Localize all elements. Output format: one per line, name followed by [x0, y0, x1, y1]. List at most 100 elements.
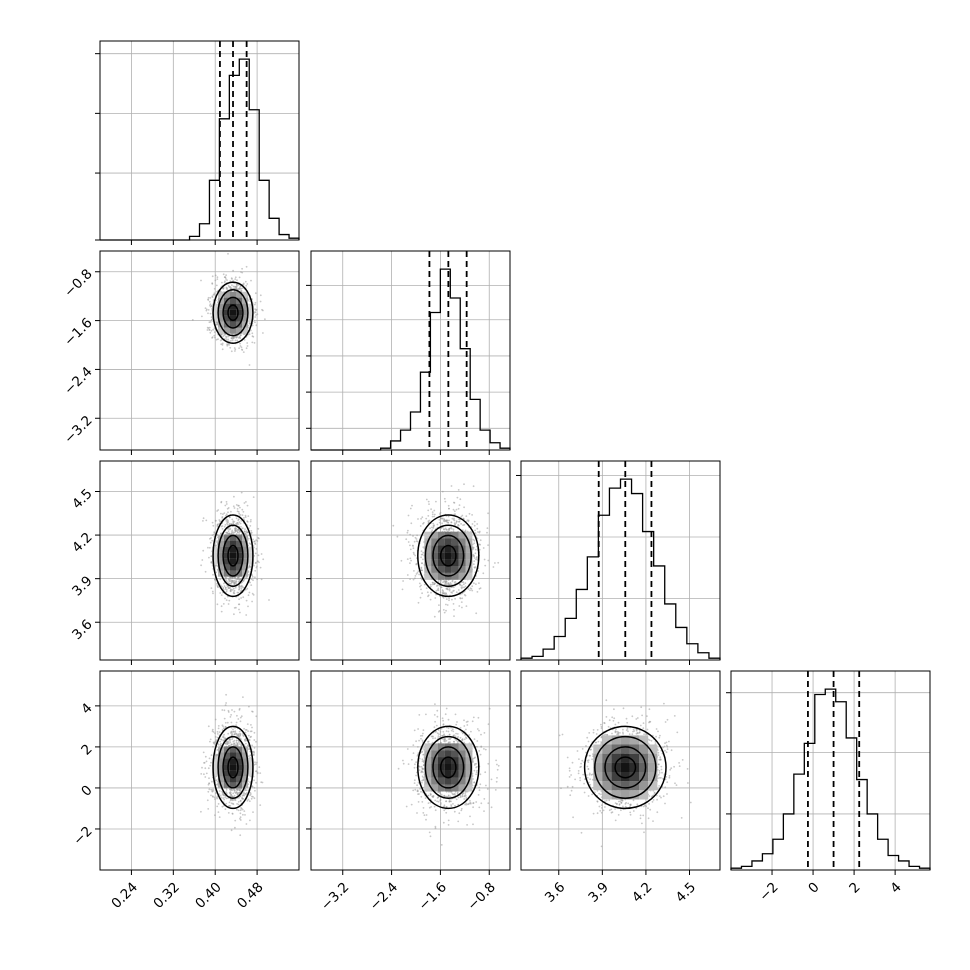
sample-point: [444, 583, 446, 586]
sample-point: [216, 540, 219, 542]
contour-line: [212, 281, 254, 344]
sample-point: [239, 578, 242, 581]
sample-point: [248, 705, 250, 708]
sample-point: [191, 319, 194, 321]
sample-point: [217, 338, 219, 340]
sample-point: [221, 516, 224, 519]
sample-point: [446, 519, 449, 522]
sample-point: [416, 540, 419, 543]
sample-point: [252, 564, 255, 567]
sample-point: [427, 515, 430, 517]
sample-point: [237, 284, 240, 286]
density-cell: [218, 291, 224, 298]
sample-point: [200, 564, 203, 567]
density-cell: [248, 303, 254, 310]
sample-point: [241, 349, 244, 351]
sample-point: [218, 731, 221, 733]
sample-point: [431, 515, 434, 518]
sample-point: [420, 566, 423, 569]
sample-point: [461, 581, 464, 583]
sample-point: [216, 525, 219, 528]
sample-point: [476, 527, 479, 530]
sample-point: [413, 570, 415, 572]
density-cell: [230, 564, 236, 571]
sample-point: [237, 576, 240, 579]
sample-point: [226, 279, 228, 281]
sample-point: [467, 588, 470, 590]
sample-point: [209, 541, 212, 544]
sample-point: [497, 561, 500, 564]
density-cell: [230, 297, 236, 304]
density-cell: [438, 531, 445, 539]
density-cell: [224, 552, 230, 559]
sample-point: [473, 554, 475, 557]
sample-point: [211, 295, 214, 298]
sample-point: [219, 578, 222, 581]
sample-point: [248, 542, 251, 545]
sample-point: [212, 294, 215, 296]
sample-point: [217, 509, 220, 511]
sample-point: [236, 714, 238, 717]
sample-point: [220, 512, 222, 515]
sample-point: [233, 495, 235, 498]
sample-point: [240, 807, 242, 809]
sample-point: [460, 586, 463, 589]
density-cell: [236, 546, 242, 553]
density-cell: [242, 540, 248, 547]
density-cell: [242, 303, 248, 310]
sample-point: [422, 551, 425, 554]
sample-point: [225, 335, 227, 338]
sample-point: [441, 522, 443, 525]
sample-point: [223, 525, 226, 528]
sample-point: [250, 530, 253, 532]
sample-point: [262, 332, 264, 334]
sample-point: [212, 573, 214, 576]
sample-point: [226, 507, 229, 510]
sample-point: [450, 526, 452, 529]
sample-point: [236, 279, 238, 282]
sample-point: [452, 603, 455, 605]
sample-point: [494, 562, 496, 564]
sample-point: [474, 532, 477, 535]
sample-point: [241, 581, 244, 584]
sample-point: [244, 532, 247, 534]
panel-frame: [730, 670, 931, 871]
sample-point: [224, 338, 226, 340]
sample-point: [242, 351, 245, 353]
sample-point: [243, 810, 246, 812]
sample-point: [212, 524, 215, 527]
sample-point: [250, 329, 252, 332]
sample-point: [452, 508, 455, 511]
sample-point: [256, 565, 258, 568]
sample-point: [239, 816, 242, 819]
sample-point: [217, 725, 220, 727]
sample-point: [208, 300, 211, 303]
panel-background: [100, 251, 299, 450]
sample-point: [421, 569, 423, 572]
sample-point: [469, 589, 471, 592]
density-cell: [438, 572, 445, 580]
sample-point: [254, 543, 257, 545]
sample-point: [225, 278, 227, 280]
sample-point: [238, 743, 241, 745]
sample-point: [451, 580, 454, 583]
sample-point: [474, 548, 477, 551]
sample-point: [479, 539, 482, 542]
sample-point: [245, 530, 248, 532]
sample-point: [474, 552, 477, 555]
sample-point: [231, 738, 234, 741]
sample-point: [484, 564, 487, 567]
sample-point: [254, 562, 257, 564]
sample-point: [208, 329, 211, 331]
sample-point: [234, 276, 237, 279]
sample-point: [461, 606, 463, 609]
sample-point: [462, 524, 464, 526]
sample-point: [415, 563, 418, 566]
sample-point: [228, 516, 231, 519]
sample-point: [218, 519, 221, 521]
sample-point: [250, 578, 253, 581]
sample-point: [472, 485, 475, 488]
sample-point: [232, 279, 235, 282]
sample-point: [238, 512, 241, 515]
sample-point: [453, 502, 456, 504]
